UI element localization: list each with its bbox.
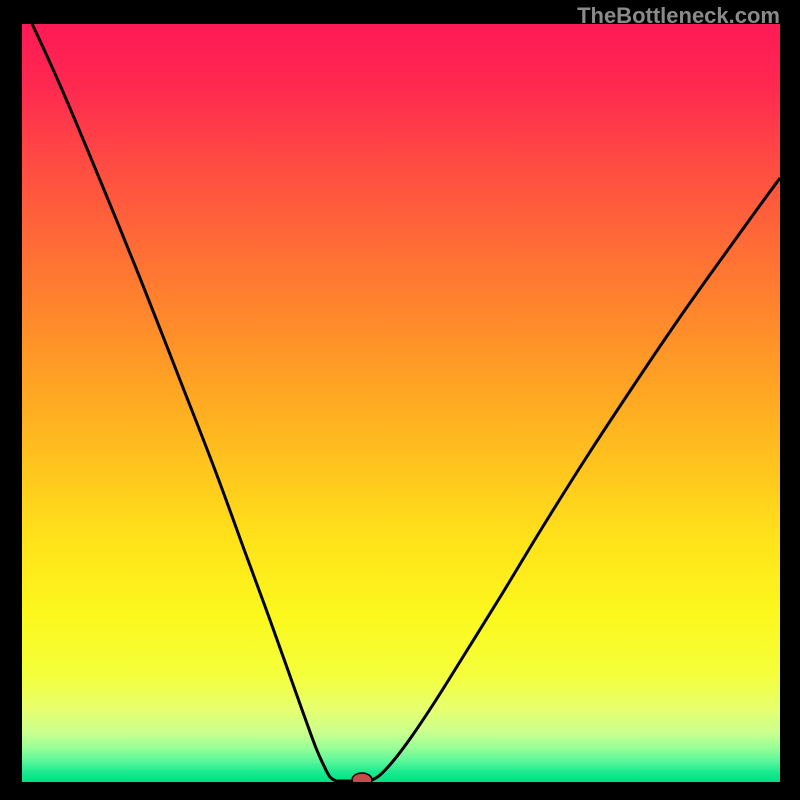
watermark-text: TheBottleneck.com [577, 3, 780, 29]
gradient-background [22, 24, 780, 782]
bottleneck-chart [0, 0, 800, 800]
